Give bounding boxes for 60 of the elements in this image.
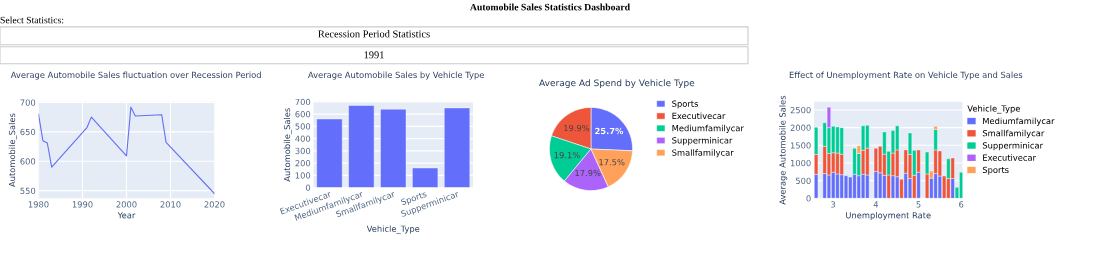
text: 1991 — [364, 51, 384, 59]
data-label: 17.9% — [575, 169, 601, 177]
x-tick-label: 5 — [916, 201, 921, 208]
data-label: 19.9% — [564, 124, 590, 132]
y-tick-label: 600 — [295, 111, 311, 118]
x-tick-label: 2000 — [116, 201, 137, 208]
y-tick-label: 0 — [305, 184, 311, 191]
x-tick-label: 6 — [959, 201, 964, 208]
chart-title: Average Automobile Sales fluctuation over Recession Period — [10, 71, 261, 80]
data-label: 17.5% — [599, 159, 625, 166]
text: Select Statistics: — [0, 16, 64, 24]
legend-label: Executivecar — [672, 112, 726, 120]
y-tick-label: 1000 — [790, 159, 811, 167]
data-label: 25.7% — [595, 127, 624, 135]
y-tick-label: 700 — [20, 99, 36, 106]
x-tick-label: 3 — [831, 201, 836, 208]
x-tick-label: 4 — [873, 201, 879, 208]
y-tick-label: 500 — [795, 177, 811, 184]
x-axis-title: Year — [117, 212, 136, 219]
x-axis-title: Unemployment Rate — [846, 211, 931, 221]
legend-label: Supperminicar — [672, 137, 733, 146]
y-tick-label: 1500 — [790, 142, 811, 149]
y-axis-title: Automobile_Sales — [8, 113, 18, 187]
x-tick-label: 1990 — [72, 201, 93, 208]
x-tick-label: 2020 — [204, 201, 225, 208]
y-tick-label: 650 — [20, 128, 36, 136]
legend-label: Smallfamilycar — [982, 129, 1045, 138]
y-tick-label: 300 — [295, 147, 311, 155]
x-tick-label: 1980 — [28, 201, 49, 208]
y-tick-label: 200 — [295, 160, 311, 167]
y-tick-label: 2500 — [790, 106, 811, 114]
legend-label: Mediumfamilycar — [983, 117, 1055, 126]
legend-title: Vehicle_Type — [967, 105, 1020, 114]
legend-label: Sports — [672, 100, 698, 109]
y-tick-label: 2000 — [790, 124, 811, 131]
legend-label: Smallfamilycar — [672, 149, 734, 158]
y-axis-title: Average Automobile Sales — [779, 95, 788, 205]
text: Recession Period Statistics — [318, 30, 430, 38]
legend-label: Supperminicar — [982, 142, 1044, 151]
text: Automobile Sales Statistics Dashboard — [470, 3, 630, 11]
x-axis-title: Vehicle_Type — [366, 225, 420, 234]
legend-label: Executivecar — [983, 154, 1036, 161]
x-tick-label: 2010 — [160, 201, 181, 208]
legend-label: Sports — [982, 166, 1009, 175]
legend-label: Mediumfamilycar — [672, 124, 744, 133]
data-label: 19.1% — [554, 151, 580, 159]
y-tick-label: 0 — [806, 195, 811, 202]
bar — [848, 176, 853, 199]
line-series — [38, 106, 215, 195]
y-tick-label: 550 — [20, 187, 36, 194]
y-axis-title: Automobile_Sales — [283, 108, 293, 182]
y-tick-label: 700 — [295, 98, 311, 106]
chart-title: Average Ad Spend by Vehicle Type — [539, 79, 695, 88]
chart-title: Effect of Unemployment Rate on Vehicle Type and Sales — [789, 71, 1023, 80]
chart-title: Average Automobile Sales by Vehicle Type — [308, 71, 484, 80]
y-tick-label: 600 — [20, 158, 36, 165]
y-tick-label: 500 — [295, 123, 311, 130]
bar — [843, 175, 849, 199]
y-tick-label: 400 — [295, 135, 311, 142]
y-tick-label: 100 — [295, 172, 311, 179]
